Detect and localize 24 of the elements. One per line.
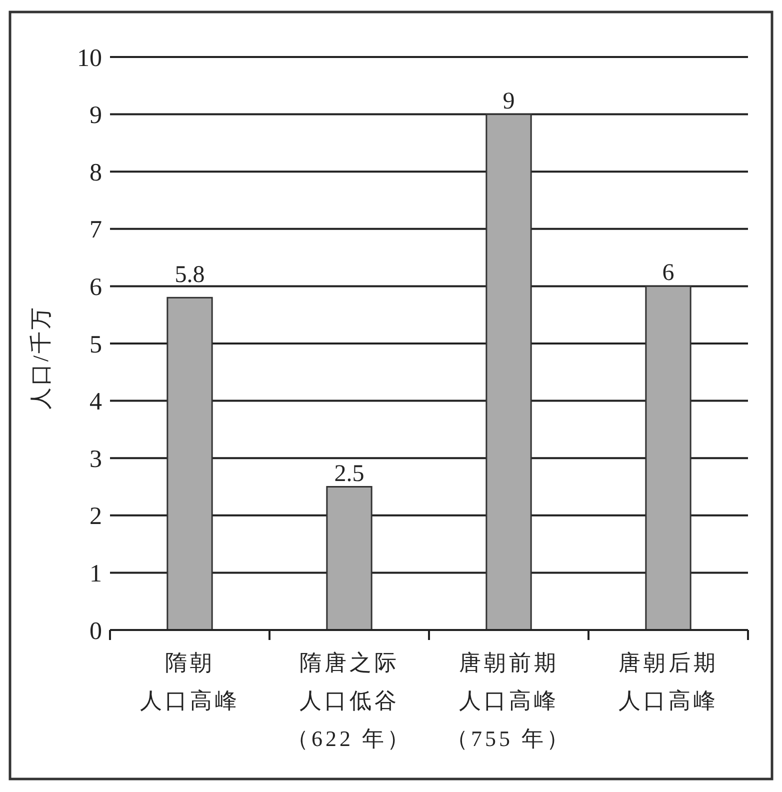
x-tick-label: 唐朝后期人口高峰: [618, 650, 718, 713]
y-tick-label: 9: [90, 102, 102, 130]
data-label: 5.8: [174, 262, 205, 288]
y-tick-label: 4: [90, 388, 102, 416]
x-tick-label: 隋唐之际人口低谷（622 年）: [286, 650, 412, 751]
y-tick-label: 3: [90, 446, 102, 473]
y-tick-label: 10: [77, 44, 102, 72]
y-axis-title: 人口/千万: [28, 305, 53, 410]
data-label: 2.5: [334, 460, 364, 487]
y-tick-label: 1: [90, 560, 102, 588]
bar: [486, 114, 532, 631]
x-tick-label: 唐朝前期人口高峰（755 年）: [446, 650, 572, 751]
x-tick-label: 隋朝人口高峰: [140, 650, 240, 713]
bar: [166, 296, 213, 631]
y-tick-label: 2: [90, 503, 102, 530]
bar: [645, 285, 692, 631]
y-tick-label: 6: [90, 274, 102, 301]
bar: [326, 486, 372, 631]
data-label: 9: [502, 88, 515, 114]
y-tick-label: 7: [90, 216, 102, 244]
y-tick-label: 0: [90, 618, 102, 645]
y-tick-label: 8: [90, 159, 102, 186]
data-label: 6: [662, 260, 674, 286]
y-tick-label: 5: [90, 331, 102, 358]
